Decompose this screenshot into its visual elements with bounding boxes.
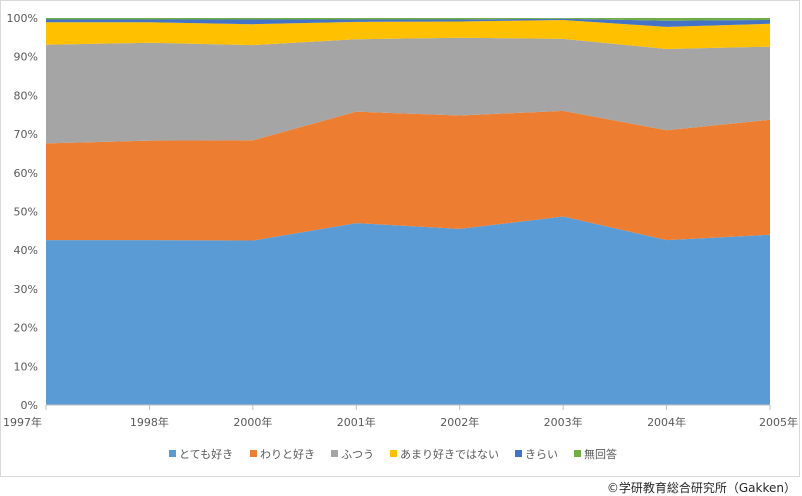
legend-label-2: わりと好き <box>260 447 315 461</box>
chart-frame: 0% 10% 20% 30% 40% 50% 60% 70% 80% 90% 100% 1997年 19… <box>0 0 800 477</box>
legend-swatch-2 <box>250 450 257 457</box>
y-tick-label: 30% <box>14 283 38 296</box>
y-tick-label: 80% <box>14 89 38 102</box>
legend-swatch-5 <box>515 450 522 457</box>
areas-layer <box>46 18 770 405</box>
legend-label-6: 無回答 <box>584 447 617 461</box>
x-tick-label: 2003年 <box>544 415 583 429</box>
x-tick-label: 1997年 <box>3 415 42 429</box>
legend-label-3: ふつう <box>341 448 374 461</box>
y-tick-label: 10% <box>14 360 38 373</box>
y-tick-label: 50% <box>14 206 38 219</box>
y-tick-label: 70% <box>14 128 38 141</box>
y-tick-label: 60% <box>14 167 38 180</box>
area-series-4 <box>46 19 770 49</box>
legend: とても好き わりと好き ふつう あまり好きではない きらい 無回答 <box>169 447 617 461</box>
y-tick-label: 0% <box>21 399 38 412</box>
y-tick-label: 90% <box>14 51 38 64</box>
x-tick-label: 2001年 <box>337 415 376 429</box>
x-tick-label: 1998年 <box>130 415 169 429</box>
x-tick-label: 2000年 <box>233 415 272 429</box>
area-series-1 <box>46 216 770 405</box>
x-tick-label: 2004年 <box>647 415 686 429</box>
area-series-3 <box>46 37 770 144</box>
tick-labels-layer: 0% 10% 20% 30% 40% 50% 60% 70% 80% 90% 100% 1997年 19… <box>3 12 798 429</box>
y-tick-label: 100% <box>7 12 38 25</box>
area-series-2 <box>46 110 770 241</box>
y-tick-label: 20% <box>14 322 38 335</box>
area-series-5 <box>46 18 770 27</box>
legend-label-1: とても好き <box>179 447 233 461</box>
axes-layer <box>45 404 771 410</box>
legend-swatch-3 <box>331 450 338 457</box>
y-tick-label: 40% <box>14 244 38 257</box>
legend-swatch-1 <box>169 450 176 457</box>
legend-label-5: きらい <box>525 448 558 461</box>
stacked-area-chart: 0% 10% 20% 30% 40% 50% 60% 70% 80% 90% 100% 1997年 19… <box>3 12 798 461</box>
x-tick-label: 2002年 <box>440 415 479 429</box>
source-note: ©学研教育総合研究所（Gakken） <box>606 481 796 495</box>
legend-swatch-4 <box>390 450 397 457</box>
legend-label-4: あまり好きではない <box>400 447 499 461</box>
area-series-6 <box>46 18 770 21</box>
legend-swatch-6 <box>574 450 581 457</box>
x-tick-label: 2005年 <box>759 415 798 429</box>
